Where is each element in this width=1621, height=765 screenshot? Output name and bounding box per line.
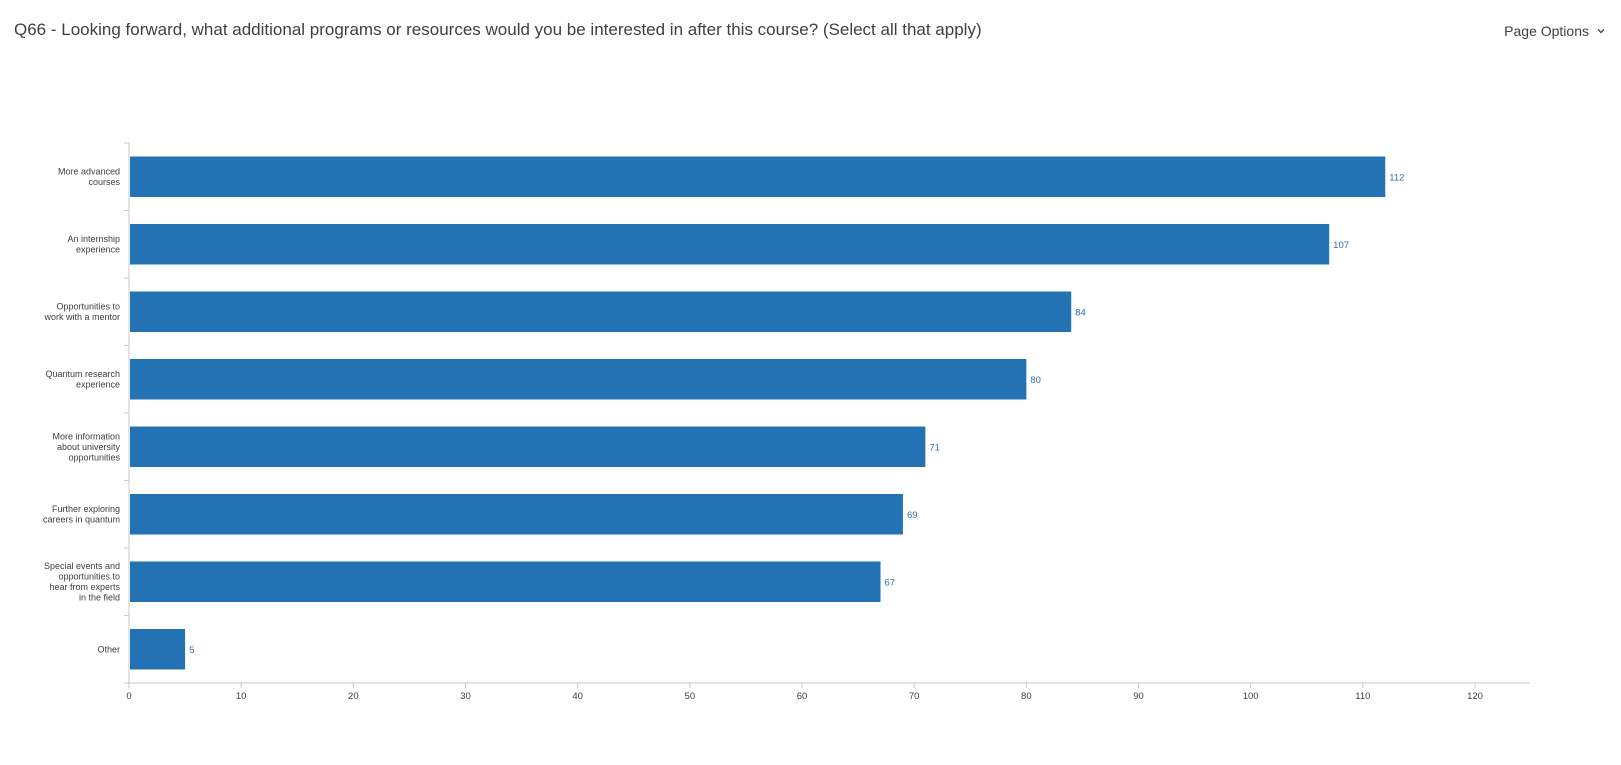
x-tick-label: 10	[236, 691, 247, 702]
bar-value-label: 84	[1075, 307, 1086, 318]
bar	[130, 359, 1027, 400]
x-tick-label: 90	[1133, 691, 1144, 702]
page-options-button[interactable]: Page Options	[1504, 23, 1607, 39]
x-tick-label: 100	[1243, 691, 1259, 702]
category-label: Quantum research experience	[45, 369, 120, 390]
bar	[130, 291, 1072, 332]
bar-value-label: 80	[1030, 375, 1041, 386]
category-label: Special events and opportunities to hear f…	[44, 561, 121, 603]
category-label: More advanced courses	[58, 167, 121, 188]
bar-value-label: 5	[189, 645, 194, 656]
question-header: Q66 - Looking forward, what additional p…	[14, 20, 1607, 50]
x-tick-label: 60	[797, 691, 808, 702]
category-label: More information about university opportun…	[52, 431, 120, 462]
bar	[130, 224, 1330, 265]
question-title: Q66 - Looking forward, what additional p…	[14, 20, 982, 39]
bar	[130, 494, 903, 535]
bar	[130, 156, 1386, 197]
x-tick-label: 120	[1467, 691, 1483, 702]
bar	[130, 426, 926, 467]
bar-value-label: 69	[907, 510, 918, 521]
bar-value-label: 107	[1333, 240, 1349, 251]
category-label: Opportunities to work with a mentor	[43, 302, 120, 323]
bar	[130, 561, 881, 602]
x-tick-label: 20	[348, 691, 359, 702]
x-tick-label: 80	[1021, 691, 1032, 702]
x-tick-label: 70	[909, 691, 920, 702]
bar-value-label: 112	[1389, 172, 1404, 183]
x-tick-label: 40	[572, 691, 583, 702]
x-tick-label: 110	[1355, 691, 1370, 702]
bar	[130, 629, 186, 670]
x-tick-label: 30	[460, 691, 471, 702]
bar-value-label: 71	[929, 442, 940, 453]
x-tick-label: 50	[685, 691, 696, 702]
category-label: Other	[97, 644, 120, 654]
bar-value-label: 67	[885, 577, 896, 588]
chevron-down-icon	[1597, 29, 1605, 34]
page-options-label: Page Options	[1504, 23, 1589, 39]
category-label: Further exploring careers in quantum	[43, 504, 120, 525]
category-label: An internship experience	[67, 234, 120, 255]
x-tick-label: 0	[126, 691, 131, 702]
